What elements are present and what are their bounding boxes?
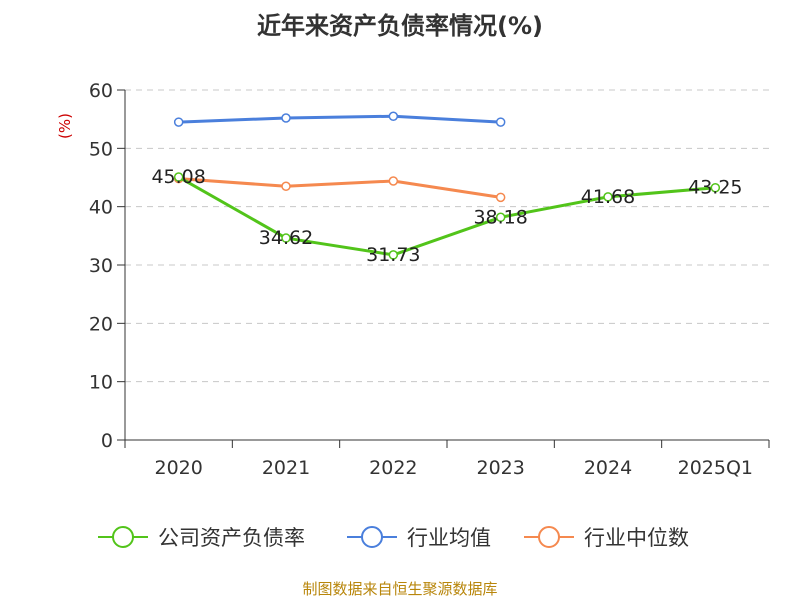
legend-label: 行业均值	[407, 526, 491, 550]
data-label: 38.18	[473, 206, 527, 228]
data-label: 31.73	[366, 244, 420, 266]
data-point	[388, 111, 399, 121]
data-point	[495, 117, 506, 127]
data-label: 45.08	[151, 166, 205, 188]
x-tick-label: 2020	[154, 457, 202, 479]
x-tick-label: 2022	[369, 457, 417, 479]
y-axis-label: (%)	[56, 113, 74, 139]
data-label: 43.25	[688, 177, 742, 199]
data-label: 34.62	[259, 227, 313, 249]
data-point	[603, 192, 613, 202]
y-tick-label: 50	[89, 138, 113, 160]
data-point	[495, 212, 506, 223]
chart-title: 近年来资产负债率情况(%)	[257, 12, 543, 40]
legend-label: 行业中位数	[584, 526, 689, 550]
y-tick-label: 0	[101, 430, 113, 452]
data-point	[281, 181, 291, 191]
legend-marker	[361, 526, 383, 548]
legend-marker	[112, 526, 134, 548]
data-point	[388, 176, 399, 186]
data-point	[281, 113, 291, 123]
y-tick-label: 60	[89, 80, 113, 102]
data-point	[710, 182, 721, 193]
series-line	[178, 177, 501, 199]
legend-marker	[538, 526, 560, 548]
y-tick-label: 20	[89, 313, 113, 335]
y-tick-label: 30	[89, 255, 113, 277]
y-tick-label: 40	[89, 197, 113, 219]
data-point	[173, 117, 184, 127]
source-note: 制图数据来自恒生聚源数据库	[302, 580, 498, 598]
data-point	[173, 172, 184, 182]
data-label: 41.68	[581, 186, 635, 208]
y-tick-label: 10	[89, 372, 113, 394]
x-tick-label: 2025Q1	[678, 457, 753, 479]
series-line	[177, 175, 716, 257]
series-line	[178, 114, 501, 124]
x-tick-label: 2023	[476, 457, 524, 479]
data-point	[495, 192, 506, 203]
legend-label: 公司资产负债率	[158, 526, 305, 550]
x-tick-label: 2021	[262, 457, 310, 479]
x-tick-label: 2024	[584, 457, 632, 479]
data-point	[281, 233, 291, 243]
data-point	[388, 250, 399, 260]
